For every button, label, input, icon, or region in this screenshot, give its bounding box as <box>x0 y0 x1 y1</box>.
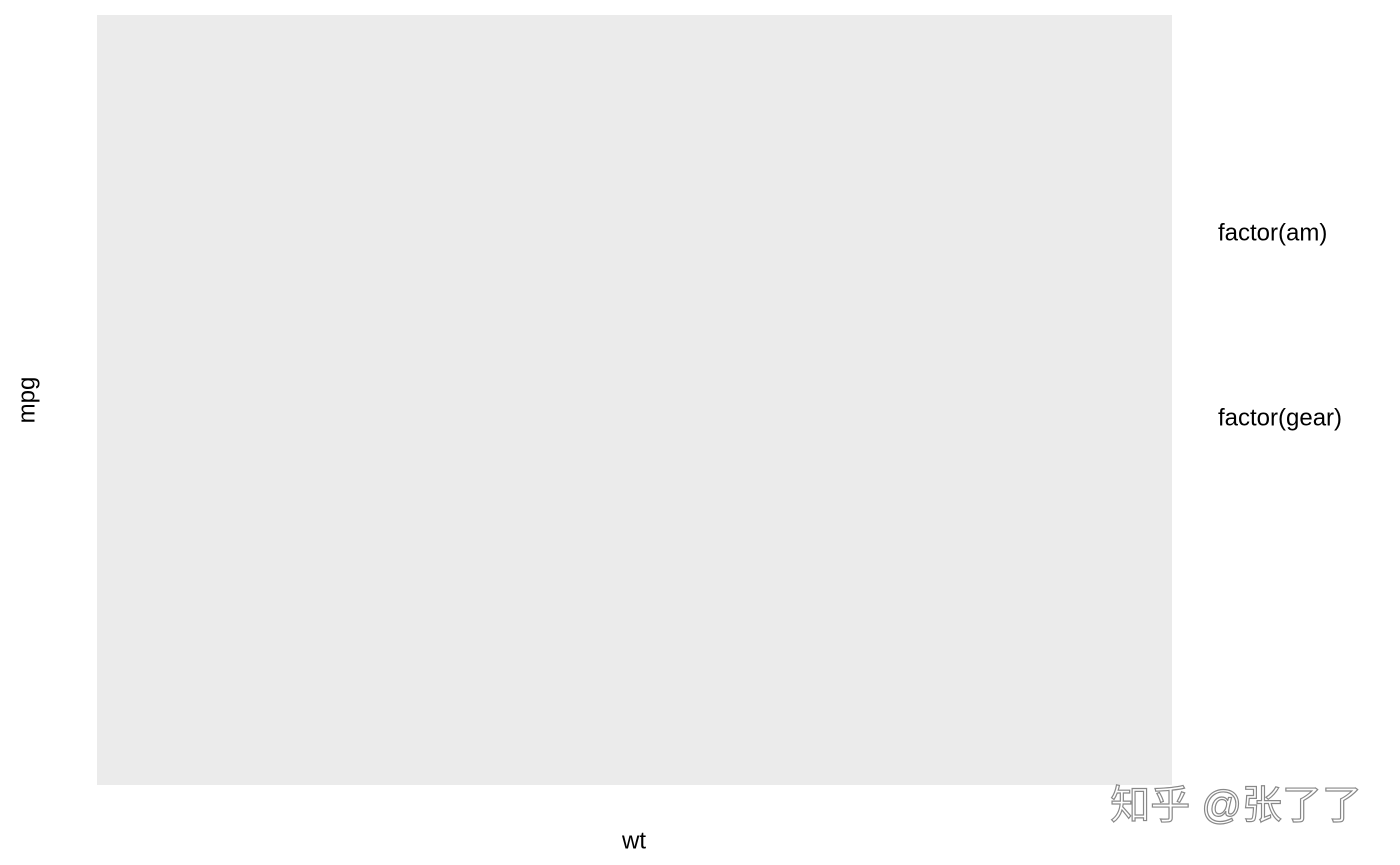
color-legend-title: factor(am) <box>1218 219 1327 246</box>
x-axis-title: wt <box>621 827 646 854</box>
y-axis-title: mpg <box>13 377 40 424</box>
watermark: 知乎 @张了了 <box>1110 784 1362 828</box>
panel <box>97 15 1172 785</box>
size-legend-title: factor(gear) <box>1218 404 1342 431</box>
